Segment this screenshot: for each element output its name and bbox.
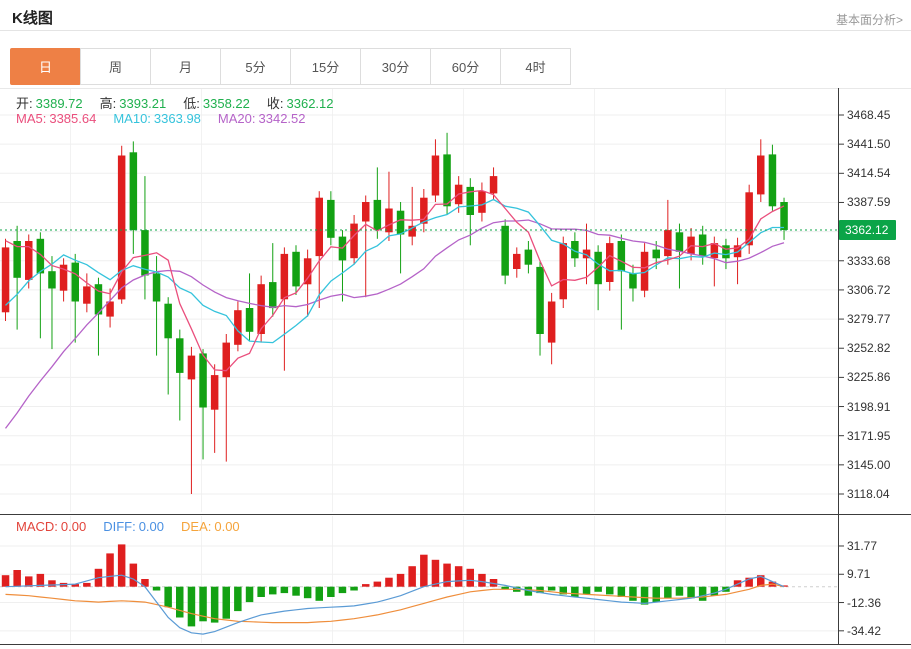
gridlines xyxy=(0,88,838,643)
ma5-line xyxy=(5,189,785,372)
pane-borders xyxy=(0,88,911,645)
tab-15分[interactable]: 15分 xyxy=(290,48,361,85)
legend-item: MACD: 0.00 xyxy=(16,519,89,534)
macd-y-axis-label: 31.77 xyxy=(847,538,878,553)
current-price-badge: 3362.12 xyxy=(839,220,897,240)
y-axis-label: 3225.86 xyxy=(847,370,891,385)
legend-label: 高: xyxy=(99,96,117,111)
legend-label: MACD: xyxy=(16,519,58,534)
legend-label: DEA: xyxy=(181,519,212,534)
ma-legend: MA5: 3385.64 MA10: 3363.98 MA20: 3342.52 xyxy=(16,111,323,126)
legend-label: MA10: xyxy=(113,111,151,126)
y-axis-label: 3145.00 xyxy=(847,457,891,472)
macd-y-axis-label: -34.42 xyxy=(847,623,882,638)
legend-value: 3358.22 xyxy=(202,96,250,111)
ma20-line xyxy=(4,219,785,429)
macd-y-axis-label: 9.71 xyxy=(847,567,871,582)
tab-4时[interactable]: 4时 xyxy=(500,48,571,85)
header-divider xyxy=(0,30,911,31)
legend-value: 3362.12 xyxy=(286,96,334,111)
legend-value: 0.00 xyxy=(138,519,165,534)
ma10-line xyxy=(5,198,784,344)
legend-label: 收: xyxy=(266,96,284,111)
y-axis-label: 3171.95 xyxy=(847,428,891,443)
macd-histogram xyxy=(1,544,788,627)
legend-value: 3363.98 xyxy=(153,111,201,126)
legend-value: 3393.21 xyxy=(119,96,167,111)
y-axis-label: 3468.45 xyxy=(847,108,891,122)
tab-日[interactable]: 日 xyxy=(10,48,81,85)
y-axis-label: 3333.68 xyxy=(847,253,891,268)
legend-item: MA20: 3342.52 xyxy=(218,111,309,126)
macd-legend: MACD: 0.00 DIFF: 0.00 DEA: 0.00 xyxy=(16,519,257,534)
y-axis-label: 3118.04 xyxy=(847,487,890,501)
legend-item: 高: 3393.21 xyxy=(100,93,170,112)
legend-value: 0.00 xyxy=(214,519,240,534)
y-axis-label: 3441.50 xyxy=(847,137,891,152)
macd-y-axis-label: -12.36 xyxy=(847,595,882,610)
legend-item: MA10: 3363.98 xyxy=(113,111,204,126)
legend-item: MA5: 3385.64 xyxy=(16,111,99,126)
y-axis-label: 3306.72 xyxy=(847,282,891,297)
tab-5分[interactable]: 5分 xyxy=(220,48,291,85)
legend-item: DEA: 0.00 xyxy=(181,519,243,534)
candlestick-series xyxy=(1,132,788,494)
legend-item: 收: 3362.12 xyxy=(267,93,337,112)
diff-line xyxy=(5,574,785,635)
tab-30分[interactable]: 30分 xyxy=(360,48,431,85)
legend-item: 低: 3358.22 xyxy=(183,93,253,112)
legend-label: DIFF: xyxy=(103,519,136,534)
legend-item: 开: 3389.72 xyxy=(16,93,86,112)
legend-item: DIFF: 0.00 xyxy=(103,519,167,534)
y-axis-label: 3252.82 xyxy=(847,341,891,356)
y-axis-label: 3279.77 xyxy=(847,312,891,327)
legend-label: 开: xyxy=(16,96,33,111)
legend-value: 3385.64 xyxy=(49,111,97,126)
y-axis-label: 3198.91 xyxy=(847,399,891,414)
tab-bar: 日周月 5分 15分 30分 60分 4时 xyxy=(10,48,571,85)
legend-label: MA20: xyxy=(217,111,256,126)
y-axis-label: 3414.54 xyxy=(847,166,891,181)
ohlc-legend: 开: 3389.72 高: 3393.21 低: 3358.22 收: 3362.12 xyxy=(16,93,351,112)
page-title: K线图 xyxy=(12,10,53,27)
legend-label: 低: xyxy=(183,96,200,111)
fundamental-analysis-link[interactable]: 基本面分析> xyxy=(835,13,903,27)
dea-line xyxy=(5,583,785,624)
legend-value: 3342.52 xyxy=(258,111,306,126)
legend-value: 3389.72 xyxy=(35,96,83,111)
tab-60分[interactable]: 60分 xyxy=(430,48,501,85)
y-axis-label: 3387.59 xyxy=(847,195,891,210)
tab-月[interactable]: 月 xyxy=(150,48,221,85)
legend-value: 0.00 xyxy=(60,519,87,534)
legend-label: MA5: xyxy=(16,111,47,126)
tab-周[interactable]: 周 xyxy=(80,48,151,85)
